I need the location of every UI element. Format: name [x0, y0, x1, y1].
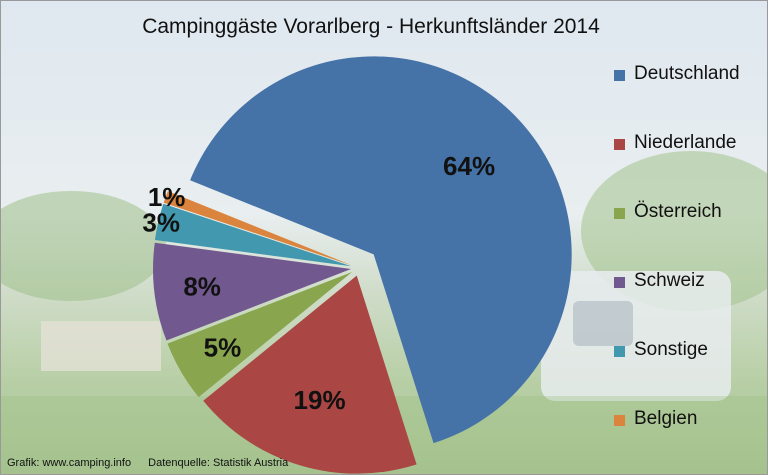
chart-title: Campinggäste Vorarlberg - Herkunftslände… [142, 15, 600, 38]
legend-label: Niederlande [634, 132, 737, 153]
legend-swatch [614, 139, 625, 150]
legend-label: Österreich [634, 201, 722, 222]
pie-slice-belgien [163, 191, 352, 266]
legend-item-belgien: Belgien [614, 408, 764, 432]
legend-label: Sonstige [634, 339, 708, 360]
data-label-österreich: 5% [204, 332, 242, 362]
data-label-niederlande: 19% [294, 385, 346, 415]
pie-slice-sonstige [154, 203, 352, 267]
credit-graphic: Grafik: www.camping.info [7, 457, 132, 469]
legend-item-niederlande: Niederlande [614, 132, 764, 156]
legend-label: Deutschland [634, 63, 740, 84]
legend-swatch [614, 208, 625, 219]
data-label-belgien: 1% [148, 182, 186, 212]
legend-item-sonstige: Sonstige [614, 339, 764, 363]
legend-swatch [614, 277, 625, 288]
source-credit: Grafik: www.camping.info Datenquelle: St… [7, 457, 302, 469]
pie-slice-schweiz [153, 242, 352, 341]
legend-label: Schweiz [634, 270, 705, 291]
pie-data-labels: 64% 19% 5% 8% 3%1% [142, 151, 495, 415]
data-label-deutschland: 64% [443, 151, 495, 181]
pie-slice-niederlande [203, 275, 417, 474]
pie-slice-deutschland [190, 56, 572, 444]
legend-item-österreich: Österreich [614, 201, 764, 225]
data-label-sonstige: 3% [142, 207, 180, 237]
legend-item-schweiz: Schweiz [614, 270, 764, 294]
legend-item-deutschland: Deutschland [614, 63, 764, 87]
legend-swatch [614, 346, 625, 357]
legend-swatch [614, 415, 625, 426]
legend-swatch [614, 70, 625, 81]
pie-slice-österreich [167, 272, 353, 398]
data-label-schweiz: 8% [183, 272, 221, 302]
pie-slices [153, 56, 572, 474]
credit-data-source: Datenquelle: Statistik Austria [148, 457, 289, 469]
legend-label: Belgien [634, 408, 698, 429]
